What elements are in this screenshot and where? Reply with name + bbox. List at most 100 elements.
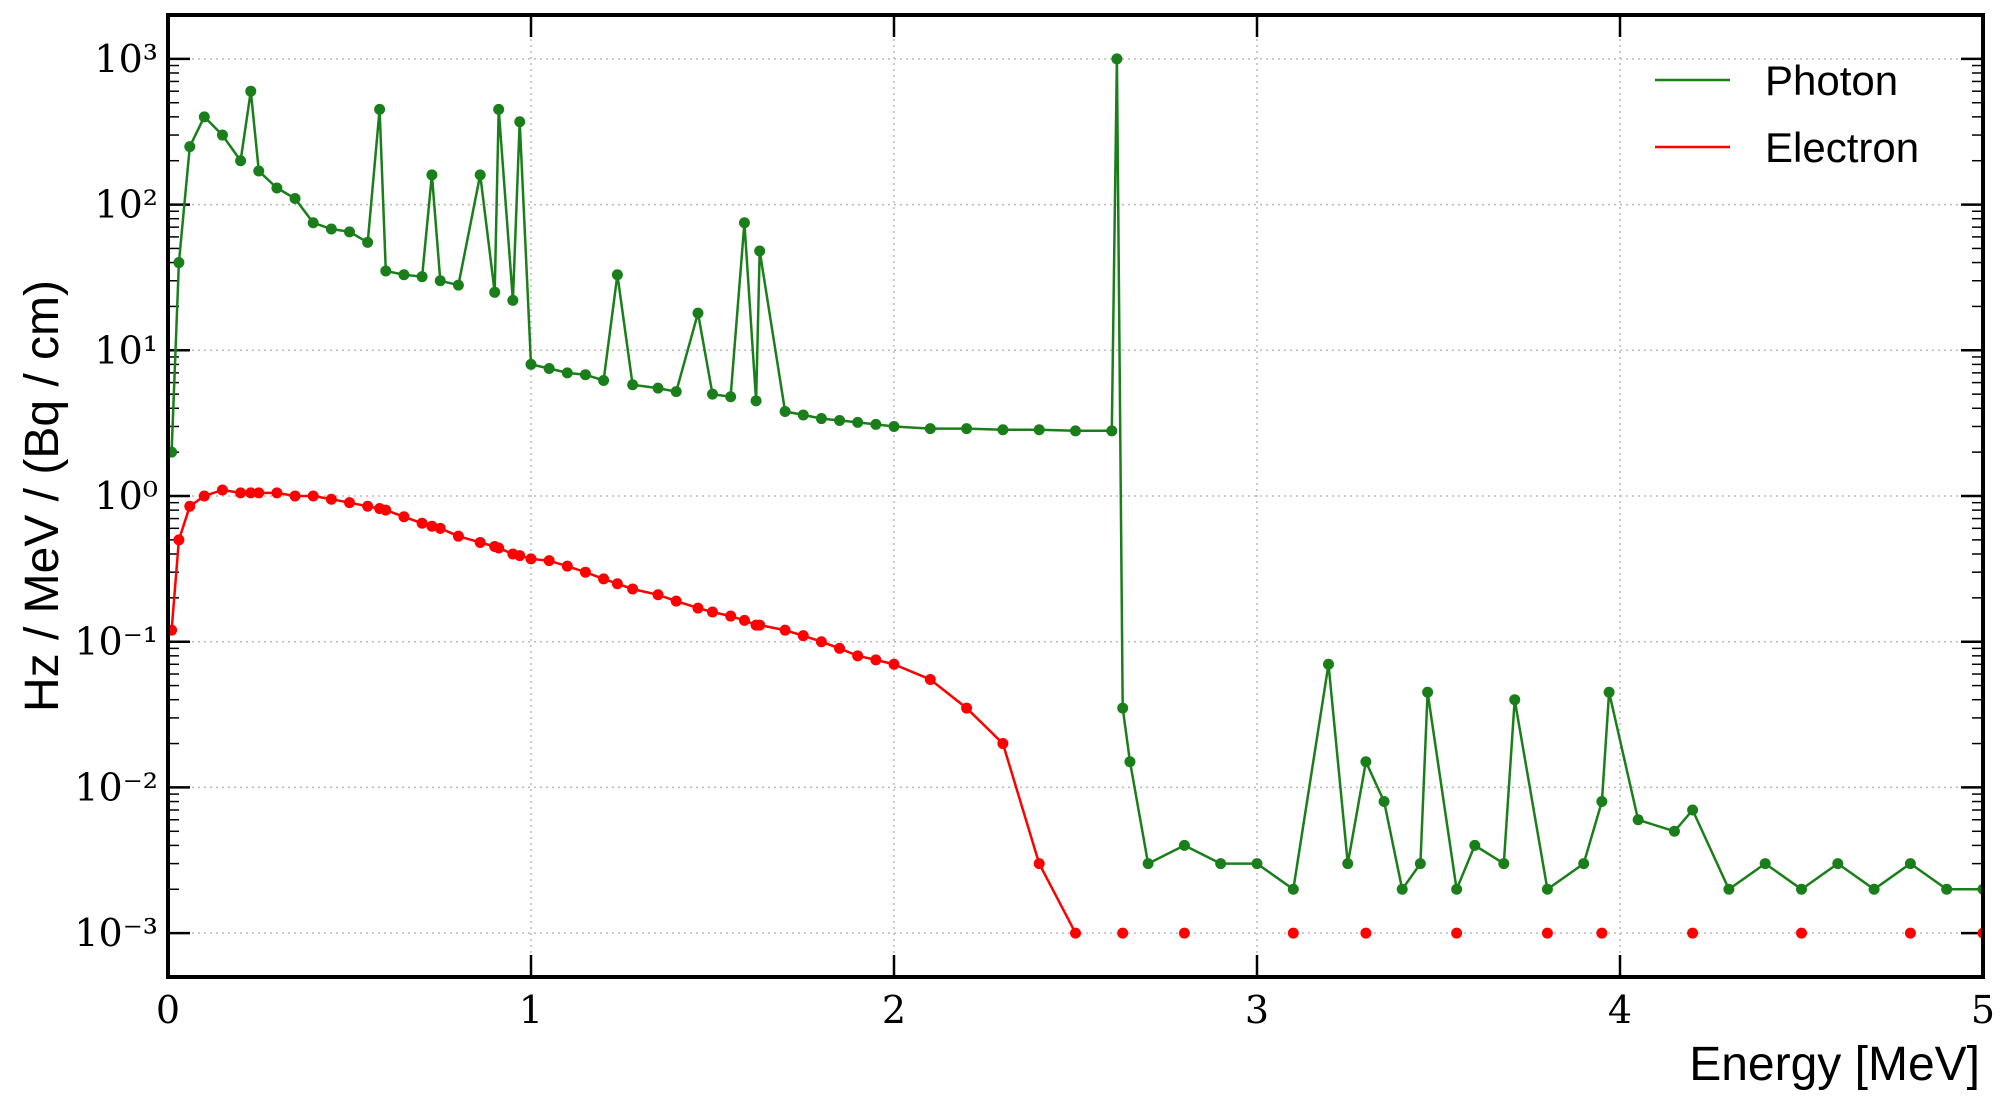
data-point: [398, 269, 410, 281]
data-point: [362, 236, 374, 248]
data-point: [198, 490, 210, 502]
y-axis-label: Hz / MeV / (Bq / cm): [16, 280, 69, 712]
data-point: [1360, 927, 1372, 939]
data-point: [1451, 883, 1463, 895]
data-point: [525, 358, 537, 370]
series-line: [170, 58, 1983, 894]
data-point: [1033, 858, 1045, 870]
y-tick-label: 10²: [94, 183, 158, 227]
data-point: [1796, 883, 1807, 895]
data-point: [598, 375, 610, 387]
data-point: [173, 534, 185, 546]
data-point: [493, 542, 505, 554]
data-point: [1342, 858, 1354, 870]
data-point: [344, 497, 355, 509]
data-point: [525, 553, 537, 565]
x-axis-label: Energy [MeV]: [1689, 1038, 1980, 1091]
data-point: [627, 379, 639, 391]
data-point: [1178, 927, 1190, 939]
data-point: [173, 257, 185, 269]
data-point: [561, 367, 573, 379]
data-point: [253, 487, 265, 499]
y-tick-label: 10⁻¹: [74, 620, 158, 664]
data-point: [434, 522, 446, 534]
data-point: [750, 395, 762, 407]
data-point: [184, 500, 196, 512]
x-tick-label: 3: [1245, 988, 1269, 1032]
data-point: [1111, 53, 1123, 65]
data-point: [271, 487, 283, 499]
data-point: [1251, 858, 1263, 870]
data-point: [1070, 425, 1081, 437]
data-point: [514, 116, 526, 128]
data-point: [1541, 927, 1553, 939]
data-point: [870, 418, 882, 430]
data-point: [1070, 927, 1081, 939]
data-point: [380, 504, 392, 516]
data-point: [1832, 858, 1844, 870]
data-point: [216, 129, 228, 141]
data-point: [426, 520, 438, 532]
x-tick-label: 1: [519, 988, 543, 1032]
data-point: [1796, 927, 1807, 939]
y-tick-label: 10³: [94, 37, 158, 81]
x-tick-label: 0: [156, 988, 180, 1032]
data-point: [452, 530, 464, 542]
data-point: [579, 369, 591, 381]
data-point: [307, 217, 319, 229]
data-point: [1603, 686, 1615, 698]
data-point: [611, 269, 623, 281]
data-point: [307, 490, 319, 502]
data-point: [1106, 425, 1118, 437]
data-point: [289, 193, 301, 205]
data-point: [1723, 883, 1735, 895]
data-point: [738, 217, 750, 229]
data-point: [271, 182, 283, 194]
data-point: [184, 141, 196, 153]
data-point: [611, 578, 623, 590]
data-point: [997, 738, 1009, 750]
data-point: [362, 500, 374, 512]
data-point: [779, 406, 791, 418]
data-point: [416, 517, 428, 529]
data-point: [452, 279, 464, 291]
data-point: [754, 619, 766, 631]
data-point: [1142, 858, 1154, 870]
data-point: [543, 362, 555, 374]
data-point: [426, 169, 438, 181]
data-point: [1323, 658, 1335, 670]
data-point: [1596, 796, 1608, 808]
data-point: [797, 630, 809, 642]
axes-frame: [166, 13, 1985, 979]
data-point: [888, 658, 900, 670]
data-point: [692, 602, 704, 614]
legend-label: Electron: [1765, 124, 1919, 171]
data-point: [1687, 804, 1699, 816]
data-point: [380, 265, 392, 277]
y-tick-label: 10⁰: [94, 474, 158, 518]
data-point: [216, 484, 228, 496]
data-point: [235, 155, 247, 167]
data-point: [289, 490, 301, 502]
data-point: [1578, 858, 1590, 870]
data-point: [434, 275, 446, 287]
data-point: [398, 511, 410, 523]
data-point: [1541, 883, 1553, 895]
data-point: [707, 606, 718, 618]
data-point: [1759, 858, 1771, 870]
x-tick-label: 2: [882, 988, 906, 1032]
data-point: [725, 610, 737, 622]
data-point: [1287, 883, 1299, 895]
data-point: [1215, 858, 1227, 870]
data-point: [1422, 686, 1434, 698]
data-point: [1124, 756, 1136, 768]
data-point: [474, 169, 486, 181]
data-point: [561, 560, 573, 572]
data-point: [1668, 825, 1680, 837]
data-point: [670, 386, 682, 398]
data-point: [1178, 839, 1190, 851]
data-point: [779, 624, 791, 636]
data-point: [1509, 694, 1521, 706]
